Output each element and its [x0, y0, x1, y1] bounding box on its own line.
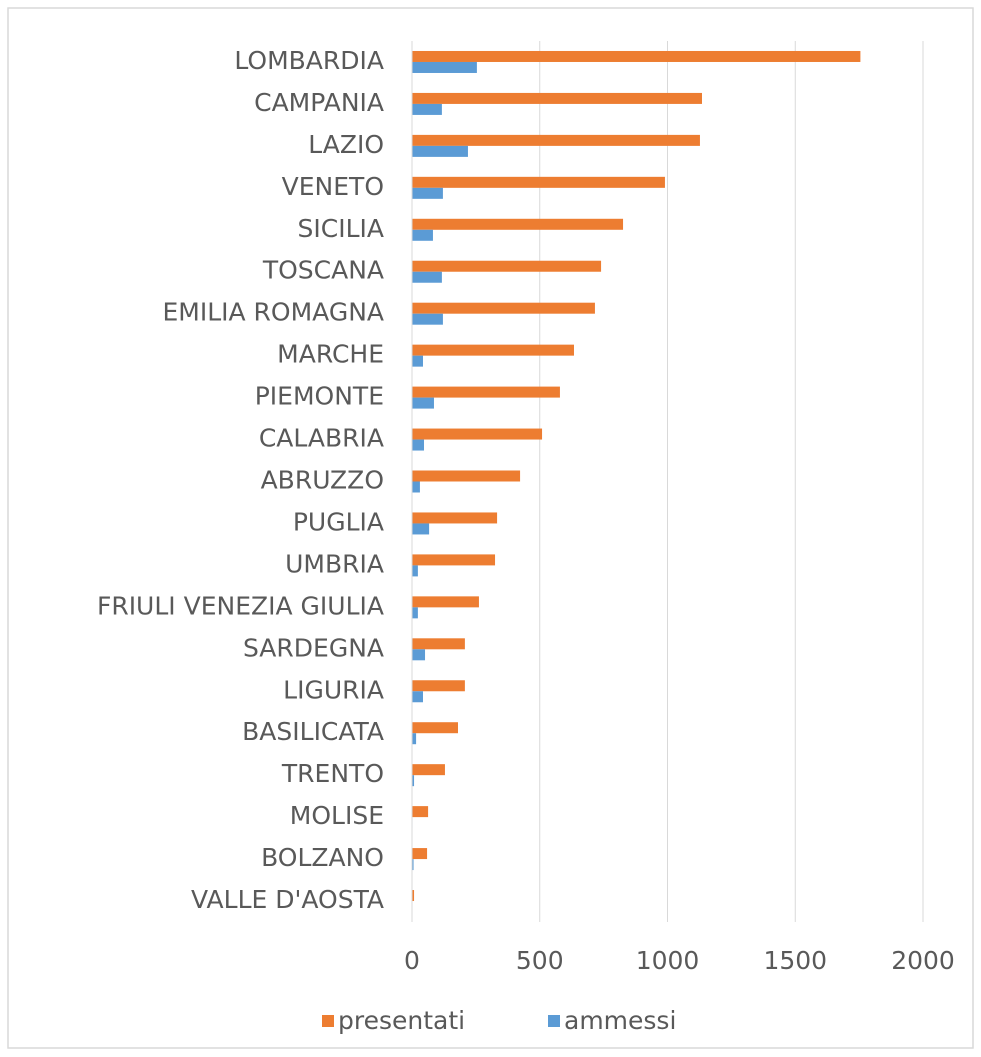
x-tick-label: 1500: [763, 946, 827, 975]
bar: [412, 439, 425, 451]
bar: [412, 176, 665, 188]
y-tick-label: PIEMONTE: [255, 382, 384, 411]
bar: [412, 722, 458, 734]
bar: [412, 470, 521, 482]
bar: [412, 554, 496, 566]
y-tick-label: LOMBARDIA: [234, 46, 384, 75]
bar: [412, 313, 443, 325]
bar: [412, 806, 429, 818]
bar: [412, 565, 418, 577]
x-tick-label: 0: [404, 946, 420, 975]
bar: [412, 134, 700, 146]
bar: [412, 775, 415, 787]
bar: [412, 428, 543, 440]
bar: [412, 397, 434, 409]
bar: [412, 691, 423, 703]
y-tick-label: CALABRIA: [259, 424, 384, 453]
bar: [412, 271, 442, 283]
y-tick-label: PUGLIA: [293, 507, 384, 536]
bar: [412, 344, 574, 356]
y-tick-label: FRIULI VENEZIA GIULIA: [97, 591, 384, 620]
y-tick-label: CAMPANIA: [254, 88, 384, 117]
legend-swatch: [548, 1015, 560, 1027]
y-tick-label: ABRUZZO: [261, 466, 384, 495]
y-tick-label: LIGURIA: [283, 675, 384, 704]
bar: [412, 229, 433, 241]
chart-border: [7, 7, 974, 1049]
bar: [412, 92, 702, 104]
bar: [412, 260, 602, 272]
legend-swatch: [322, 1015, 334, 1027]
bar: [412, 145, 468, 157]
y-tick-label: SARDEGNA: [243, 633, 384, 662]
bar: [412, 523, 430, 535]
bar: [412, 50, 861, 62]
bar: [412, 218, 624, 230]
bar: [412, 649, 426, 661]
y-tick-label: BOLZANO: [261, 843, 384, 872]
legend-label: presentati: [338, 1006, 465, 1035]
bar: [412, 890, 415, 902]
bar: [412, 481, 420, 493]
x-tick-label: 500: [516, 946, 564, 975]
bar: [412, 103, 442, 115]
y-tick-label: VENETO: [282, 172, 384, 201]
bar: [412, 607, 418, 619]
x-tick-label: 1000: [636, 946, 700, 975]
bar: [412, 386, 560, 398]
bar: [412, 302, 595, 314]
y-tick-label: LAZIO: [308, 130, 384, 159]
bar: [412, 512, 498, 524]
y-tick-label: TRENTO: [281, 759, 384, 788]
bar: [412, 764, 445, 776]
bar: [412, 638, 465, 650]
y-tick-label: EMILIA ROMAGNA: [162, 298, 384, 327]
bar: [412, 61, 477, 73]
x-tick-label: 2000: [891, 946, 955, 975]
y-tick-label: SICILIA: [298, 214, 384, 243]
bar: [412, 680, 465, 692]
bar: [412, 859, 414, 871]
bar: [412, 187, 443, 199]
bar: [412, 733, 417, 745]
y-tick-label: TOSCANA: [262, 256, 384, 285]
bar: [412, 848, 428, 860]
bar: [412, 596, 479, 608]
y-tick-label: MARCHE: [277, 340, 384, 369]
y-tick-label: MOLISE: [290, 801, 384, 830]
y-tick-label: VALLE D'AOSTA: [191, 885, 384, 914]
y-tick-label: UMBRIA: [285, 549, 384, 578]
bar: [412, 355, 423, 367]
y-tick-label: BASILICATA: [242, 717, 384, 746]
legend-label: ammessi: [564, 1006, 676, 1035]
